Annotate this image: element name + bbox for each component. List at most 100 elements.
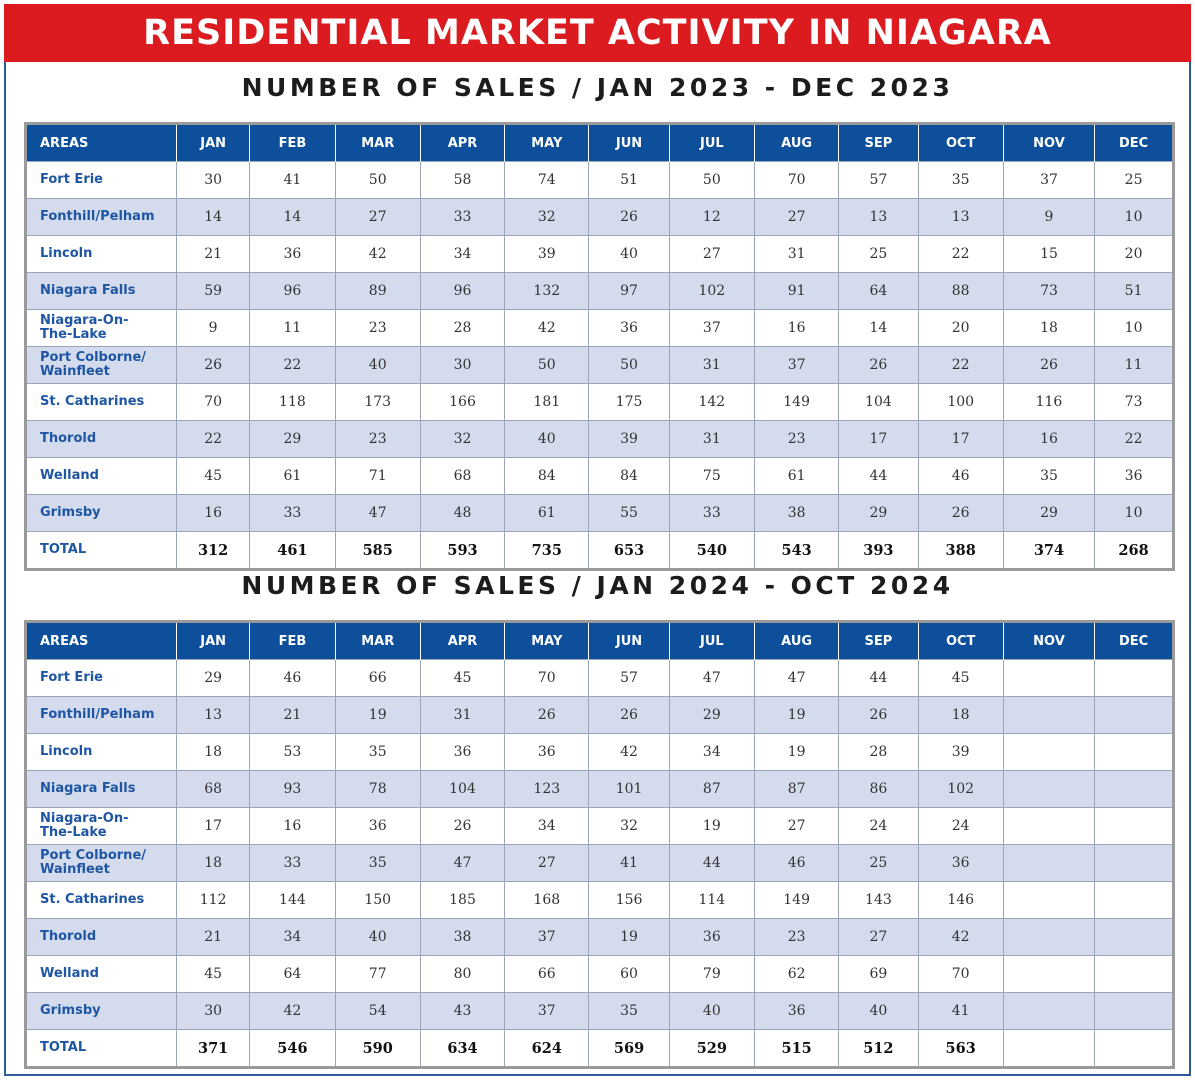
sales-count-cell [1002, 918, 1095, 956]
sales-count-cell: 19 [668, 807, 755, 845]
sales-count-cell [1094, 696, 1172, 734]
sales-count-cell: 19 [753, 696, 839, 734]
sales-count-cell: 45 [917, 659, 1004, 697]
sales-count-cell: 96 [419, 272, 505, 310]
area-name-cell: Lincoln [27, 235, 177, 273]
sales-count-cell: 46 [917, 457, 1004, 495]
sales-count-cell [1094, 844, 1172, 882]
sales-count-cell [1002, 770, 1095, 808]
sales-count-cell: 42 [249, 992, 336, 1030]
sales-count-cell: 14 [249, 198, 336, 236]
sales-count-cell: 21 [249, 696, 336, 734]
sales-count-cell: 17 [176, 807, 250, 845]
sales-count-cell: 17 [838, 420, 919, 458]
column-header-feb: FEB [249, 623, 336, 660]
sales-count-cell: 28 [838, 733, 919, 771]
sales-count-cell: 181 [504, 383, 589, 421]
sales-count-cell: 89 [334, 272, 421, 310]
area-name-cell: Niagara-On- The-Lake [27, 807, 177, 845]
sales-count-cell: 18 [176, 733, 250, 771]
sales-count-cell [1094, 1029, 1172, 1066]
section-title-2024: NUMBER OF SALES / JAN 2024 - OCT 2024 [241, 571, 954, 600]
sales-count-cell: 393 [838, 531, 919, 568]
sales-count-cell: 38 [419, 918, 505, 956]
sales-count-cell: 20 [1094, 235, 1172, 273]
sales-count-cell: 19 [334, 696, 421, 734]
sales-count-cell: 34 [249, 918, 336, 956]
column-header-jul: JUL [668, 623, 755, 660]
sales-count-cell: 30 [419, 346, 505, 384]
sales-count-cell: 97 [588, 272, 670, 310]
table-total-row: TOTAL 312 461 585 593 735 653 540 543 393 388 374 26… [27, 531, 1172, 568]
sales-count-cell: 17 [917, 420, 1004, 458]
table-row: St. Catharines 70 118 173 166 181 175 142 149 104… [27, 383, 1172, 421]
sales-count-cell: 585 [334, 531, 421, 568]
sales-count-cell: 70 [504, 659, 589, 697]
table-row: Port Colborne/Wainfleet 26 22 40 30 50 50 31 37 2… [27, 346, 1172, 384]
sales-count-cell: 156 [588, 881, 670, 919]
sales-count-cell: 28 [419, 309, 505, 347]
column-header-jun: JUN [588, 125, 670, 162]
sales-count-cell: 25 [1094, 161, 1172, 199]
sales-count-cell: 34 [419, 235, 505, 273]
sales-count-cell [1094, 955, 1172, 993]
sales-count-cell: 10 [1094, 494, 1172, 532]
column-header-mar: MAR [334, 125, 421, 162]
table-row: Niagara-On- The-Lake 17 16 36 26 34 32 19 27 24 24 [27, 807, 1172, 845]
sales-count-cell: 87 [668, 770, 755, 808]
sales-count-cell [1002, 696, 1095, 734]
sales-count-cell: 70 [917, 955, 1004, 993]
sales-count-cell: 33 [249, 494, 336, 532]
column-header-feb: FEB [249, 125, 336, 162]
sales-count-cell: 68 [419, 457, 505, 495]
sales-count-cell: 268 [1094, 531, 1172, 568]
sales-count-cell: 11 [1094, 346, 1172, 384]
sales-count-cell: 70 [753, 161, 839, 199]
sales-count-cell: 84 [588, 457, 670, 495]
sales-count-cell: 38 [753, 494, 839, 532]
sales-count-cell: 12 [668, 198, 755, 236]
table-row: Fort Erie 30 41 50 58 74 51 50 70 57 35 37 25 [27, 161, 1172, 199]
sales-count-cell: 36 [668, 918, 755, 956]
sales-count-cell: 40 [334, 918, 421, 956]
sales-count-cell: 64 [838, 272, 919, 310]
sales-count-cell [1002, 659, 1095, 697]
sales-count-cell: 22 [1094, 420, 1172, 458]
column-header-jul: JUL [668, 125, 755, 162]
sales-count-cell: 26 [1002, 346, 1095, 384]
sales-count-cell: 16 [249, 807, 336, 845]
sales-count-cell: 31 [668, 420, 755, 458]
sales-count-cell: 11 [249, 309, 336, 347]
sales-count-cell: 46 [753, 844, 839, 882]
sales-count-cell: 75 [668, 457, 755, 495]
sales-count-cell: 29 [249, 420, 336, 458]
sales-count-cell: 112 [176, 881, 250, 919]
sales-count-cell: 42 [588, 733, 670, 771]
sales-count-cell: 10 [1094, 309, 1172, 347]
sales-count-cell: 27 [334, 198, 421, 236]
area-name-cell: Thorold [27, 420, 177, 458]
sales-count-cell: 40 [334, 346, 421, 384]
table-row: Fonthill/Pelham 13 21 19 31 26 26 29 19 26 18 [27, 696, 1172, 734]
sales-count-cell: 57 [588, 659, 670, 697]
table-row: Niagara-On- The-Lake 9 11 23 28 42 36 37 16 14 20 18… [27, 309, 1172, 347]
sales-count-cell: 30 [176, 992, 250, 1030]
sales-count-cell: 53 [249, 733, 336, 771]
sales-count-cell: 40 [838, 992, 919, 1030]
sales-count-cell: 22 [917, 235, 1004, 273]
sales-count-cell: 39 [504, 235, 589, 273]
sales-count-cell: 37 [504, 918, 589, 956]
table-row: St. Catharines 112 144 150 185 168 156 114 149 14… [27, 881, 1172, 919]
sales-count-cell: 31 [419, 696, 505, 734]
area-name-cell: St. Catharines [27, 881, 177, 919]
table-row: Thorold 21 34 40 38 37 19 36 23 27 42 [27, 918, 1172, 956]
sales-count-cell: 590 [334, 1029, 421, 1066]
sales-count-cell: 123 [504, 770, 589, 808]
sales-count-cell: 104 [419, 770, 505, 808]
column-header-apr: APR [419, 125, 505, 162]
sales-count-cell: 543 [753, 531, 839, 568]
area-name-cell: Niagara-On- The-Lake [27, 309, 177, 347]
sales-count-cell [1094, 881, 1172, 919]
sales-count-cell: 100 [917, 383, 1004, 421]
table-row: Thorold 22 29 23 32 40 39 31 23 17 17 16 22 [27, 420, 1172, 458]
